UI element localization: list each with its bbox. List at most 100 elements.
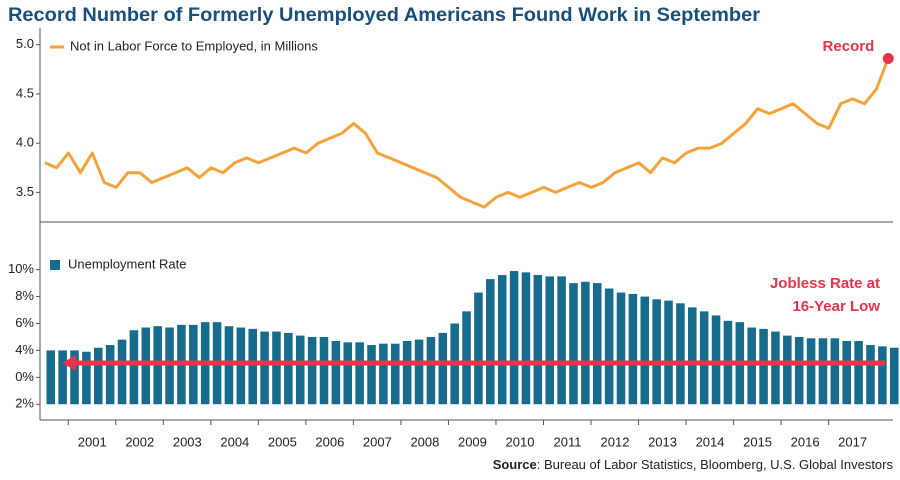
bar (747, 327, 756, 405)
bar (604, 288, 614, 405)
y-tick-label: 4.5 (16, 85, 34, 100)
bar (699, 311, 709, 405)
x-tick-label: 2004 (220, 434, 249, 449)
record-point (882, 53, 894, 65)
bar (486, 279, 495, 405)
bar (664, 300, 673, 405)
bar (616, 292, 626, 405)
annotation: Record (823, 38, 875, 55)
bar (652, 299, 661, 405)
x-tick-label: 2002 (125, 434, 154, 449)
bar (236, 327, 246, 405)
bar (165, 327, 174, 405)
arrow-head (62, 355, 76, 371)
y-tick-label: 10% (8, 261, 34, 276)
bar (105, 345, 115, 405)
x-tick-label: 2003 (173, 434, 202, 449)
x-tick-label: 2015 (743, 434, 772, 449)
bar (676, 303, 685, 405)
y-tick-label: 4.0 (16, 135, 34, 150)
source: Source: Bureau of Labor Statistics, Bloo… (493, 457, 894, 472)
bar (319, 336, 329, 405)
legend-label: Not in Labor Force to Employed, in Milli… (70, 38, 318, 53)
bar (497, 275, 507, 405)
line-series (44, 57, 890, 209)
bar (545, 276, 554, 405)
bar (117, 339, 127, 405)
bar (129, 330, 139, 405)
bar (46, 350, 56, 405)
bar (462, 311, 471, 405)
bar (93, 347, 103, 405)
bar (58, 350, 67, 405)
bar (711, 315, 721, 405)
x-tick-label: 2001 (78, 434, 107, 449)
y-tick-label: 3.5 (16, 184, 34, 199)
bar (307, 336, 317, 405)
x-tick-label: 2013 (648, 434, 677, 449)
bar (592, 283, 602, 405)
source-label: Source (493, 457, 537, 472)
bar (889, 347, 899, 405)
bar (141, 327, 151, 405)
bar (355, 342, 364, 405)
bar (783, 335, 792, 405)
source-text: : Bureau of Labor Statistics, Bloomberg,… (537, 457, 894, 472)
bar (759, 328, 768, 405)
x-tick-label: 2017 (838, 434, 867, 449)
bar (581, 281, 590, 405)
bar (391, 343, 400, 405)
bar (830, 338, 840, 405)
bar (771, 331, 780, 405)
bar (284, 332, 293, 405)
bar (794, 336, 804, 405)
bar (260, 331, 269, 405)
bar (533, 275, 543, 405)
bar (688, 307, 697, 405)
bar (367, 345, 376, 405)
x-tick-label: 2009 (458, 434, 487, 449)
x-tick-label: 2014 (696, 434, 725, 449)
annotation: Jobless Rate at (770, 275, 880, 292)
y-tick-label: 2% (15, 396, 34, 411)
bar (331, 340, 341, 405)
bar (509, 271, 519, 405)
x-tick-label: 2007 (363, 434, 392, 449)
bar (521, 272, 531, 405)
annotation: 16-Year Low (792, 298, 880, 315)
legend-label: Unemployment Rate (68, 256, 187, 271)
bar (640, 296, 650, 405)
chart-title: Record Number of Formerly Unemployed Ame… (8, 5, 761, 26)
bar (70, 350, 79, 405)
bar (426, 336, 436, 405)
bar (866, 345, 875, 405)
x-tick-label: 2016 (791, 434, 820, 449)
x-tick-label: 2006 (315, 434, 344, 449)
bar (842, 340, 852, 405)
bar (557, 276, 566, 405)
y-tick-label: 0% (15, 369, 34, 384)
legend-swatch (50, 260, 60, 270)
bar (248, 328, 257, 405)
bar (806, 338, 816, 405)
bar (569, 283, 578, 405)
bar (295, 335, 305, 405)
bar (379, 343, 388, 405)
bar (272, 331, 281, 405)
bar (402, 340, 412, 405)
bar (474, 292, 483, 405)
bar (878, 346, 887, 405)
x-tick-label: 2011 (553, 434, 581, 449)
x-tick-label: 2010 (506, 434, 535, 449)
x-tick-label: 2008 (410, 434, 439, 449)
y-tick-label: 4% (15, 342, 34, 357)
bar (343, 342, 353, 405)
y-tick-label: 8% (15, 288, 34, 303)
bar (82, 351, 91, 405)
bar (818, 338, 828, 405)
bar (438, 332, 448, 405)
y-tick-label: 6% (15, 315, 34, 330)
bar (628, 293, 638, 405)
bar (854, 340, 863, 405)
